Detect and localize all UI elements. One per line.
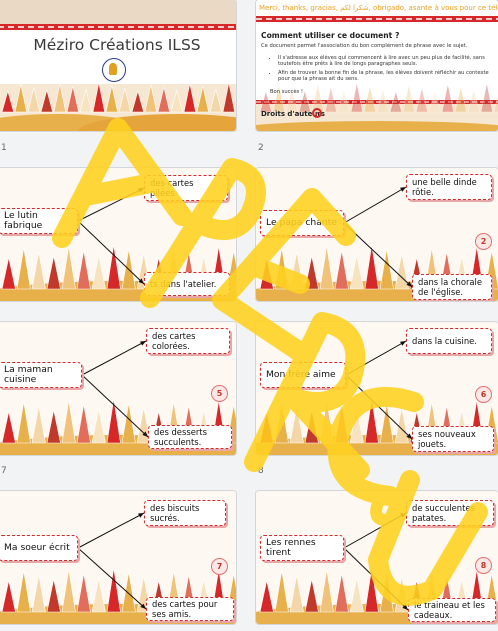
option-box-bottom[interactable]: dans la chorale de l'église. bbox=[412, 274, 492, 300]
slide-thumbnail-8[interactable]: Les rennes tirent de succulentes patates… bbox=[256, 491, 498, 624]
option-box-bottom[interactable]: ts dans l'atelier. bbox=[144, 272, 230, 296]
card-number-badge: 6 bbox=[475, 386, 492, 403]
slide-thumbnail-1[interactable]: Méziro Créations ILSS bbox=[0, 0, 236, 131]
usage-heading: Comment utiliser ce document ? bbox=[261, 31, 400, 40]
thanks-line: Merci, thanks, gracias, شكرا لكم, obriga… bbox=[259, 4, 498, 12]
option-box-top[interactable]: des cartes colorées. bbox=[146, 328, 230, 354]
usage-bullet: Il s'adresse aux élèves qui commencent à… bbox=[278, 55, 496, 68]
subject-box: Les rennes tirent bbox=[260, 535, 344, 561]
slide-thumbnail-7[interactable]: Ma soeur écrit des biscuits sucrés. des … bbox=[0, 491, 236, 624]
slide-title: Méziro Créations ILSS bbox=[33, 36, 201, 54]
brand-logo bbox=[102, 58, 126, 82]
subject-box: Le papa chante bbox=[260, 210, 344, 236]
usage-bullet: Afin de trouver la bonne fin de la phras… bbox=[278, 70, 496, 83]
subject-box: Ma soeur écrit bbox=[0, 535, 78, 561]
slide-thumbnail-6[interactable]: Mon frère aime dans la cuisine. ses nouv… bbox=[256, 322, 498, 455]
signoff: Bon succès ! bbox=[270, 89, 303, 95]
card-number-badge: 5 bbox=[211, 385, 228, 402]
slide-number: 1 bbox=[1, 143, 7, 153]
option-box-top[interactable]: dans la cuisine. bbox=[406, 328, 492, 354]
option-box-bottom[interactable]: des desserts succulents. bbox=[148, 425, 232, 449]
option-box-bottom[interactable]: des cartes pour ses amis. bbox=[146, 597, 234, 621]
usage-intro: Ce document permet l'association du bon … bbox=[261, 43, 468, 49]
option-box-top[interactable]: des biscuits sucrés. bbox=[144, 500, 226, 526]
christmas-decor bbox=[256, 16, 498, 131]
subject-box: Le lutin fabrique bbox=[0, 208, 78, 234]
usage-bullets: Il s'adresse aux élèves qui commencent à… bbox=[270, 55, 496, 85]
slide-number: 7 bbox=[1, 466, 7, 476]
option-box-top[interactable]: de succulentes patates. bbox=[406, 500, 494, 526]
rights-label: Droits d'auteurs bbox=[261, 110, 325, 118]
option-box-top[interactable]: une belle dinde rôtie. bbox=[406, 174, 492, 200]
slide-thumbnail-3[interactable]: Le lutin fabrique des cartes pilées. ts … bbox=[0, 168, 236, 301]
slide-number: 8 bbox=[258, 466, 264, 476]
subject-box: La maman cuisine bbox=[0, 362, 82, 388]
slide-thumbnail-4[interactable]: Le papa chante une belle dinde rôtie. da… bbox=[256, 168, 498, 301]
card-number-badge: 8 bbox=[475, 557, 492, 574]
prohibited-icon bbox=[312, 108, 322, 118]
option-box-bottom[interactable]: le traineau et les cadeaux. bbox=[408, 598, 496, 622]
slide-thumbnail-5[interactable]: La maman cuisine des cartes colorées. de… bbox=[0, 322, 236, 455]
card-number-badge: 7 bbox=[211, 558, 228, 575]
option-box-bottom[interactable]: ses nouveaux jouets. bbox=[412, 426, 494, 452]
card-number-badge: 2 bbox=[475, 233, 492, 250]
slide-number: 2 bbox=[258, 143, 264, 153]
slide-thumbnail-2[interactable]: Merci, thanks, gracias, شكرا لكم, obriga… bbox=[256, 0, 498, 131]
option-box-top[interactable]: des cartes pilées. bbox=[144, 175, 228, 201]
subject-box: Mon frère aime bbox=[260, 362, 346, 388]
